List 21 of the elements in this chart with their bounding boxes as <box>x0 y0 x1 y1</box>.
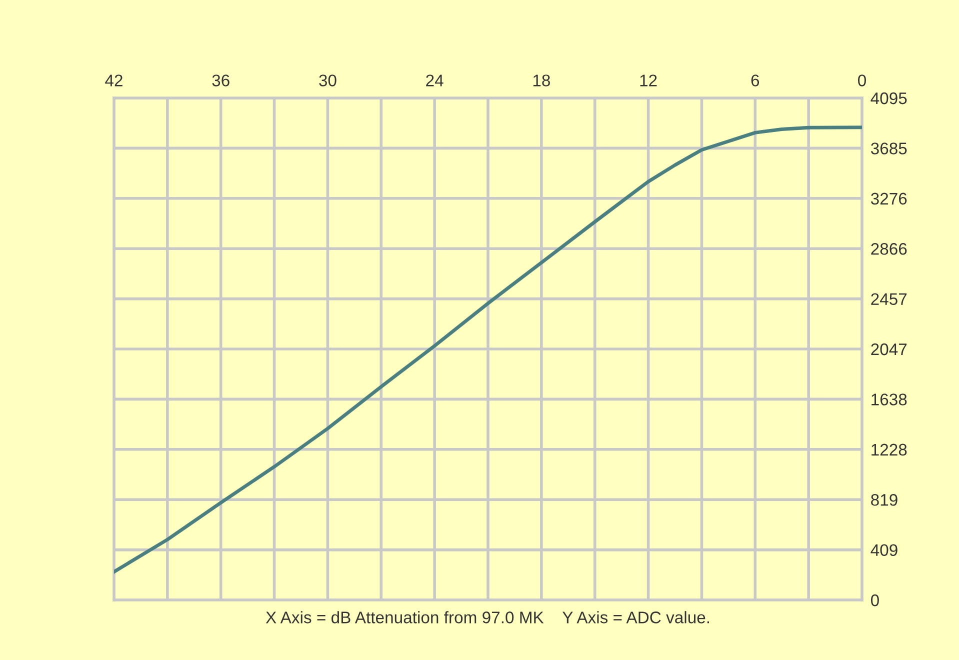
x-tick-label: 12 <box>640 74 657 86</box>
x-tick-label: 0 <box>858 74 866 86</box>
x-tick-label: 18 <box>533 74 550 86</box>
y-tick-label: 0 <box>870 594 879 606</box>
y-tick-label: 3685 <box>870 142 907 154</box>
y-tick-label: 819 <box>871 494 898 506</box>
x-tick-label: 6 <box>751 74 760 86</box>
y-tick-label: 2866 <box>871 243 907 255</box>
line-series <box>114 126 862 574</box>
y-tick-label: 2457 <box>871 293 907 306</box>
x-tick-label: 24 <box>426 74 444 86</box>
x-axis-title: X Axis = dB Attenuation from 97.0 MK Y Axis = ADC value. <box>266 611 709 624</box>
x-tick-label: 42 <box>105 74 122 86</box>
x-tick-label: 36 <box>212 74 230 86</box>
y-tick-label: 4095 <box>870 92 907 104</box>
y-tick-label: 409 <box>870 544 898 556</box>
x-tick-label: 30 <box>319 74 336 86</box>
y-tick-label: 3276 <box>870 192 907 205</box>
y-tick-label: 2047 <box>871 343 907 356</box>
y-tick-label: 1228 <box>872 444 907 456</box>
y-tick-label: 1638 <box>872 394 907 406</box>
